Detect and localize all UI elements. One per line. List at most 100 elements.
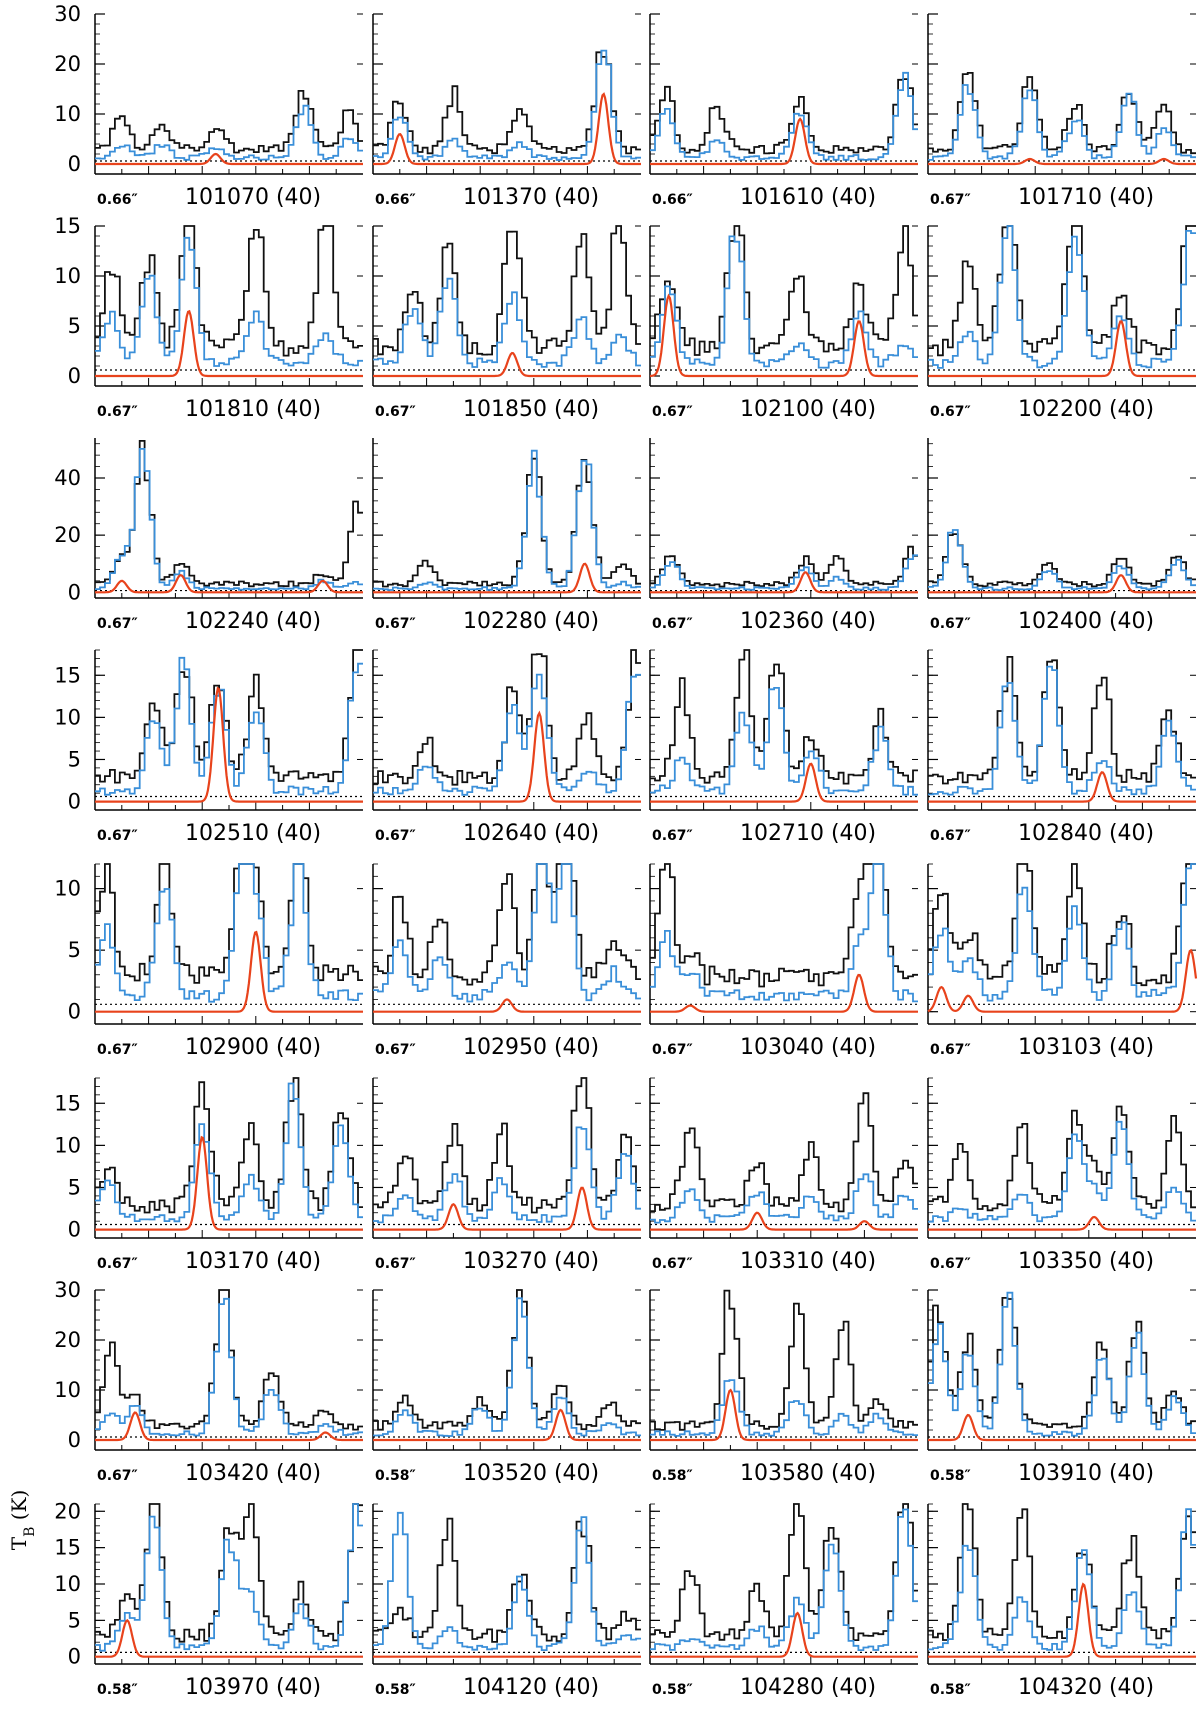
beam-size-label: 0.67″ xyxy=(375,828,416,844)
y-tick-label: 15 xyxy=(54,1091,81,1115)
model-spectrum-blue xyxy=(373,1297,641,1437)
panels-layer: 0 10 20 30 0.66″ 101070 (40) 0.66″ 101370 (40) 0… xyxy=(54,2,1198,1700)
model-spectrum-blue xyxy=(650,235,918,369)
spectrum-panel: 0.67″ 103103 (40) xyxy=(927,863,1198,1060)
model-spectrum-blue xyxy=(373,863,641,1003)
model-spectrum-blue xyxy=(928,1508,1196,1651)
observed-spectrum xyxy=(650,545,918,588)
model-spectrum-blue xyxy=(95,104,363,161)
frequency-label: 102640 (40) xyxy=(463,821,599,846)
model-spectrum-red xyxy=(650,117,918,166)
beam-size-label: 0.67″ xyxy=(652,404,693,420)
observed-spectrum xyxy=(650,1289,918,1431)
y-tick-label: 20 xyxy=(54,52,81,76)
model-spectrum-red xyxy=(95,930,363,1013)
beam-size-label: 0.67″ xyxy=(652,1256,693,1272)
model-spectrum-blue xyxy=(650,1379,918,1437)
spectrum-panel: 0 5 10 0.67″ 102900 (40) xyxy=(54,863,363,1060)
frequency-label: 102100 (40) xyxy=(740,397,876,422)
frequency-label: 102280 (40) xyxy=(463,609,599,634)
model-spectrum-red xyxy=(649,293,918,378)
model-spectrum-blue xyxy=(373,1511,641,1651)
beam-size-label: 0.67″ xyxy=(652,828,693,844)
frequency-label: 102200 (40) xyxy=(1018,397,1154,422)
model-spectrum-blue xyxy=(95,236,363,367)
model-spectrum-red xyxy=(95,152,363,166)
model-spectrum-blue xyxy=(650,1508,918,1651)
frequency-label: 102900 (40) xyxy=(185,1035,321,1060)
model-spectrum-blue xyxy=(95,656,363,796)
beam-size-label: 0.67″ xyxy=(97,404,138,420)
observed-spectrum xyxy=(928,1503,1196,1641)
observed-spectrum xyxy=(373,225,641,356)
y-tick-label: 5 xyxy=(68,1608,81,1632)
model-spectrum-red xyxy=(95,686,363,803)
y-tick-label: 20 xyxy=(54,1328,81,1352)
model-spectrum-blue xyxy=(95,1297,363,1437)
model-spectrum-red xyxy=(928,771,1196,803)
spectrum-panel: 0.67″ 102400 (40) xyxy=(927,438,1196,634)
frequency-label: 103170 (40) xyxy=(185,1249,321,1274)
beam-size-label: 0.67″ xyxy=(652,1042,693,1058)
model-spectrum-red xyxy=(373,1408,641,1442)
spectrum-panel: 0 20 40 0.67″ 102240 (40) xyxy=(54,438,363,634)
model-spectrum-blue xyxy=(928,225,1196,369)
y-tick-label: 15 xyxy=(54,663,81,687)
beam-size-label: 0.66″ xyxy=(97,192,138,208)
frequency-label: 102950 (40) xyxy=(463,1035,599,1060)
spectrum-panel: 0.58″ 103520 (40) xyxy=(372,1289,641,1486)
y-tick-label: 10 xyxy=(54,264,81,288)
spectrum-panel: 0.67″ 103040 (40) xyxy=(649,863,918,1060)
y-tick-label: 5 xyxy=(68,1175,81,1199)
beam-size-label: 0.66″ xyxy=(375,192,416,208)
model-spectrum-red xyxy=(95,309,363,378)
model-spectrum-blue xyxy=(95,863,363,1003)
beam-size-label: 0.67″ xyxy=(97,1256,138,1272)
frequency-label: 104320 (40) xyxy=(1018,1675,1154,1700)
observed-spectrum xyxy=(928,533,1196,588)
frequency-label: 101370 (40) xyxy=(463,185,599,210)
frequency-label: 103103 (40) xyxy=(1018,1035,1154,1060)
model-spectrum-blue xyxy=(928,1120,1196,1223)
spectrum-panel: 0.67″ 102100 (40) xyxy=(649,225,918,422)
frequency-label: 102510 (40) xyxy=(185,821,321,846)
beam-size-label: 0.67″ xyxy=(930,404,971,420)
frequency-label: 103270 (40) xyxy=(463,1249,599,1274)
frequency-label: 102840 (40) xyxy=(1018,821,1154,846)
y-tick-label: 10 xyxy=(54,1133,81,1157)
observed-spectrum xyxy=(95,90,363,154)
y-axis-label: TB (K) xyxy=(7,1490,38,1551)
model-spectrum-blue xyxy=(373,673,641,796)
model-spectrum-blue xyxy=(928,529,1196,591)
observed-spectrum xyxy=(928,225,1196,357)
frequency-label: 102710 (40) xyxy=(740,821,876,846)
y-tick-label: 30 xyxy=(54,1278,81,1302)
observed-spectrum xyxy=(928,1297,1196,1429)
spectrum-panel: 0.66″ 101610 (40) xyxy=(649,13,918,210)
frequency-label: 101070 (40) xyxy=(185,185,321,210)
model-spectrum-blue xyxy=(373,49,641,161)
spectrum-panel: 0 5 10 15 0.67″ 103170 (40) xyxy=(54,1077,363,1274)
y-tick-label: 0 xyxy=(68,790,81,814)
beam-size-label: 0.67″ xyxy=(930,1256,971,1272)
frequency-label: 104120 (40) xyxy=(463,1675,599,1700)
frequency-label: 103520 (40) xyxy=(463,1461,599,1486)
frequency-label: 103420 (40) xyxy=(185,1461,321,1486)
observed-spectrum xyxy=(650,78,918,155)
spectrum-panel: 0.67″ 101710 (40) xyxy=(927,13,1196,210)
model-spectrum-blue xyxy=(95,448,363,591)
frequency-label: 101610 (40) xyxy=(740,185,876,210)
spectrum-panel: 0.58″ 104320 (40) xyxy=(927,1503,1196,1700)
beam-size-label: 0.58″ xyxy=(930,1682,971,1698)
frequency-label: 103350 (40) xyxy=(1018,1249,1154,1274)
frequency-label: 103310 (40) xyxy=(740,1249,876,1274)
beam-size-label: 0.67″ xyxy=(375,1042,416,1058)
spectrum-panel: 0.67″ 102200 (40) xyxy=(927,225,1196,422)
model-spectrum-blue xyxy=(373,1126,641,1224)
model-spectrum-red xyxy=(373,562,641,594)
model-spectrum-red xyxy=(373,710,641,803)
frequency-label: 101850 (40) xyxy=(463,397,599,422)
frequency-label: 103970 (40) xyxy=(185,1675,321,1700)
spectrum-panel: 0 10 20 30 0.66″ 101070 (40) xyxy=(54,2,363,210)
